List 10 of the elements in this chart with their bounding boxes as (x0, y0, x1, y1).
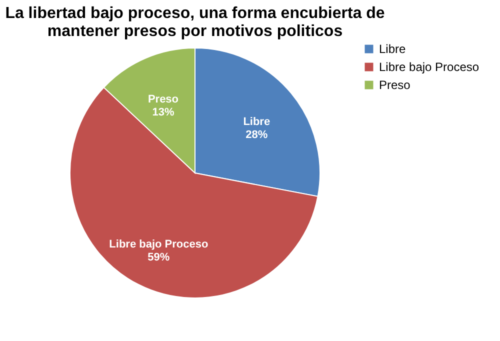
slice-label: Preso (148, 94, 179, 106)
chart-title: La libertad bajo proceso, una forma encubierta de mantener presos por motivos politicos (5, 5, 385, 40)
data-label: 28% (246, 129, 268, 142)
legend-label: Libre bajo Proceso (379, 60, 480, 74)
slice-label: Libre bajo Proceso (109, 238, 208, 250)
legend-label: Libre (379, 42, 406, 56)
data-label: 13% (152, 106, 174, 119)
slice-label: Libre (243, 116, 270, 128)
data-label: 59% (148, 251, 170, 264)
legend-label: Preso (379, 78, 411, 92)
